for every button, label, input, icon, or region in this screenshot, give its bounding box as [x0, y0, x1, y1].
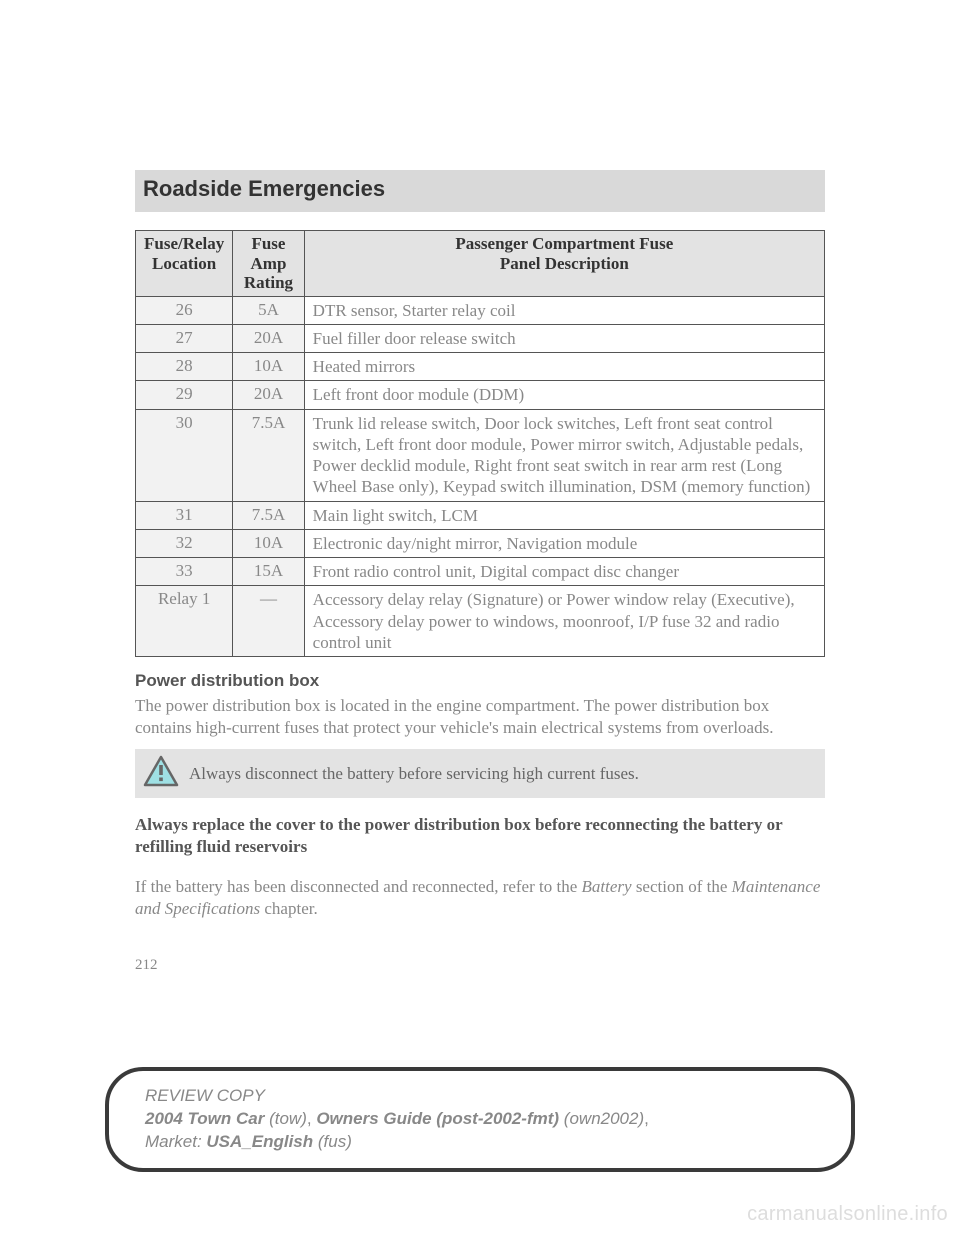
cell-location: 28 [136, 353, 233, 381]
cell-amp: 20A [233, 381, 304, 409]
table-row: Relay 1—Accessory delay relay (Signature… [136, 586, 825, 657]
footer-end: , [644, 1109, 649, 1128]
cell-amp: 5A [233, 296, 304, 324]
table-row: 3210AElectronic day/night mirror, Naviga… [136, 529, 825, 557]
ref-pre: If the battery has been disconnected and… [135, 877, 582, 896]
table-row: 2810AHeated mirrors [136, 353, 825, 381]
footer-guide: Owners Guide (post-2002-fmt) [316, 1109, 559, 1128]
cell-description: Main light switch, LCM [304, 501, 824, 529]
footer-fus: (fus) [313, 1132, 352, 1151]
cell-amp: 10A [233, 529, 304, 557]
section-header: Roadside Emergencies [135, 170, 825, 212]
table-row: 3315AFront radio control unit, Digital c… [136, 558, 825, 586]
ref-mid: section of the [632, 877, 732, 896]
cell-amp: — [233, 586, 304, 657]
fuse-table-body: 265ADTR sensor, Starter relay coil2720AF… [136, 296, 825, 657]
table-row: 2720AFuel filler door release switch [136, 324, 825, 352]
cell-description: Front radio control unit, Digital compac… [304, 558, 824, 586]
th-text: Fuse/Relay [144, 234, 224, 253]
page: Roadside Emergencies Fuse/Relay Location… [0, 0, 960, 1242]
footer-box: REVIEW COPY 2004 Town Car (tow), Owners … [105, 1067, 855, 1172]
footer-sep: , [307, 1109, 316, 1128]
footer-own: (own2002) [559, 1109, 644, 1128]
subheading: Power distribution box [135, 671, 825, 691]
cell-amp: 7.5A [233, 501, 304, 529]
table-row: 317.5AMain light switch, LCM [136, 501, 825, 529]
th-text: Rating [244, 273, 293, 292]
footer-code: (tow) [264, 1109, 307, 1128]
footer-market-pre: Market: [145, 1132, 206, 1151]
footer-line1: REVIEW COPY [145, 1086, 265, 1105]
cell-description: Fuel filler door release switch [304, 324, 824, 352]
th-desc: Passenger Compartment Fuse Panel Descrip… [304, 231, 824, 297]
ref-italic: Battery [582, 877, 632, 896]
table-row: 265ADTR sensor, Starter relay coil [136, 296, 825, 324]
th-text: Location [152, 254, 216, 273]
cell-description: DTR sensor, Starter relay coil [304, 296, 824, 324]
page-number: 212 [135, 957, 158, 974]
cell-description: Heated mirrors [304, 353, 824, 381]
table-row: 2920ALeft front door module (DDM) [136, 381, 825, 409]
cell-location: 33 [136, 558, 233, 586]
section-header-title: Roadside Emergencies [143, 176, 385, 201]
warning-icon [143, 755, 179, 792]
paragraph: The power distribution box is located in… [135, 695, 825, 739]
cell-description: Left front door module (DDM) [304, 381, 824, 409]
cell-description: Electronic day/night mirror, Navigation … [304, 529, 824, 557]
ref-post: chapter. [260, 899, 318, 918]
cell-description: Accessory delay relay (Signature) or Pow… [304, 586, 824, 657]
th-text: Fuse Amp [251, 234, 287, 273]
table-row: 307.5ATrunk lid release switch, Door loc… [136, 409, 825, 501]
cell-description: Trunk lid release switch, Door lock swit… [304, 409, 824, 501]
cell-location: 31 [136, 501, 233, 529]
fuse-table: Fuse/Relay Location Fuse Amp Rating Pass… [135, 230, 825, 657]
cell-location: 29 [136, 381, 233, 409]
table-header-row: Fuse/Relay Location Fuse Amp Rating Pass… [136, 231, 825, 297]
cell-amp: 20A [233, 324, 304, 352]
reference-paragraph: If the battery has been disconnected and… [135, 876, 825, 920]
cell-amp: 15A [233, 558, 304, 586]
warning-callout: Always disconnect the battery before ser… [135, 749, 825, 798]
warning-text: Always disconnect the battery before ser… [189, 763, 639, 784]
cell-amp: 10A [233, 353, 304, 381]
bold-instruction: Always replace the cover to the power di… [135, 814, 825, 858]
footer-market: USA_English [206, 1132, 313, 1151]
cell-location: 26 [136, 296, 233, 324]
th-text: Passenger Compartment Fuse [455, 234, 673, 253]
cell-amp: 7.5A [233, 409, 304, 501]
footer-model: 2004 Town Car [145, 1109, 264, 1128]
watermark: carmanualsonline.info [747, 1203, 948, 1226]
th-text: Panel Description [500, 254, 629, 273]
cell-location: 30 [136, 409, 233, 501]
th-amp: Fuse Amp Rating [233, 231, 304, 297]
th-location: Fuse/Relay Location [136, 231, 233, 297]
cell-location: 32 [136, 529, 233, 557]
cell-location: Relay 1 [136, 586, 233, 657]
cell-location: 27 [136, 324, 233, 352]
